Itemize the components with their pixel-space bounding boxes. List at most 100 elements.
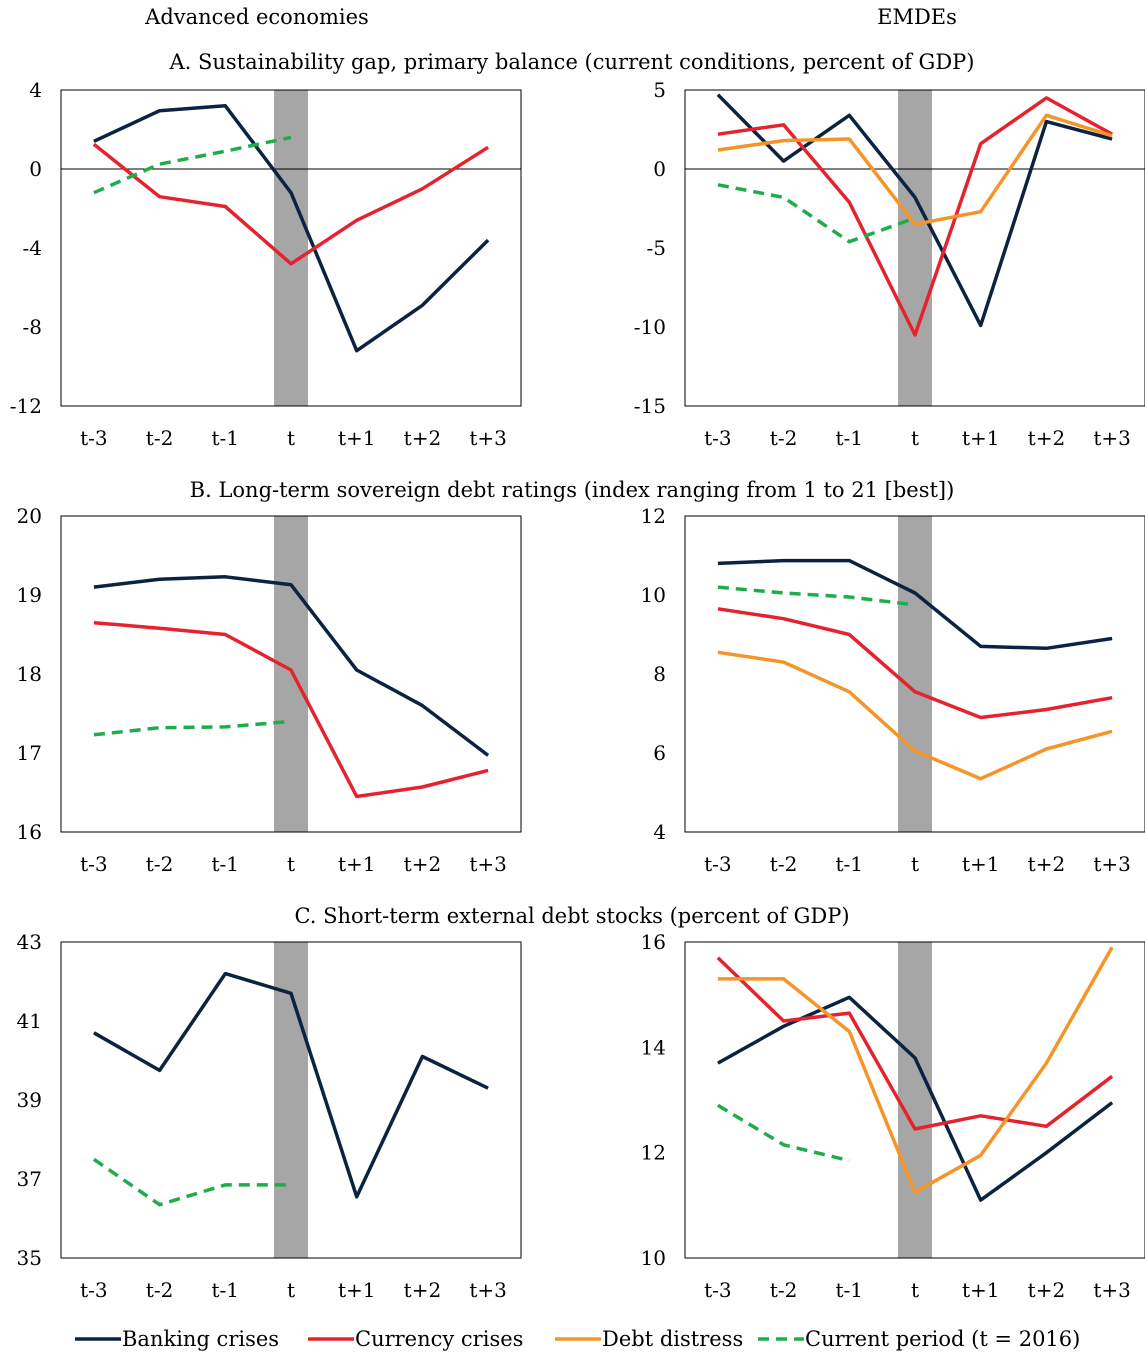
crisis-period-shading — [274, 516, 308, 832]
x-tick-label: t-3 — [80, 426, 108, 450]
x-tick-label: t+1 — [338, 426, 376, 450]
x-tick-label: t+1 — [962, 426, 1000, 450]
x-tick-label: t — [911, 426, 919, 450]
x-tick-label: t — [287, 852, 295, 876]
y-tick-label: 35 — [17, 1246, 42, 1270]
x-tick-label: t+2 — [404, 1278, 442, 1302]
y-tick-label: 16 — [641, 930, 666, 954]
y-tick-label: 0 — [653, 157, 666, 181]
x-tick-label: t-2 — [146, 426, 174, 450]
series-line-currency-crises — [92, 142, 490, 266]
x-tick-label: t+1 — [962, 852, 1000, 876]
x-tick-label: t+2 — [404, 426, 442, 450]
legend-item-current-period-t-2016: Current period (t = 2016) — [758, 1327, 1080, 1351]
y-tick-label: 8 — [653, 662, 666, 686]
legend-label: Banking crises — [122, 1327, 279, 1351]
legend-label: Debt distress — [602, 1327, 743, 1351]
y-tick-label: 43 — [17, 930, 42, 954]
x-tick-label: t+2 — [1028, 852, 1066, 876]
plot-frame — [60, 89, 522, 407]
series-line-current-period-t-2016 — [92, 1157, 291, 1207]
x-tick-label: t+3 — [469, 1278, 507, 1302]
y-tick-label: 18 — [17, 662, 42, 686]
panel-1-1: A. Sustainability gap, primary balance (… — [10, 50, 975, 450]
series-line-current-period-t-2016 — [716, 1103, 850, 1163]
y-tick-label: 12 — [641, 504, 666, 528]
y-tick-label: 6 — [653, 741, 666, 765]
series-line-banking-crises — [93, 104, 490, 353]
y-tick-label: 5 — [653, 78, 666, 102]
x-tick-label: t-1 — [212, 1278, 240, 1302]
y-tick-label: -15 — [634, 394, 666, 418]
x-tick-label: t+2 — [1028, 426, 1066, 450]
legend-item-debt-distress: Debt distress — [555, 1327, 743, 1351]
x-tick-label: t-1 — [836, 426, 864, 450]
x-tick-label: t+3 — [1093, 852, 1131, 876]
chart-panels: A. Sustainability gap, primary balance (… — [10, 50, 1145, 1302]
panel-2-2: 12 10 8 6 4 t-3 t-2 t-1 t t+1 t+2 t+3 — [641, 504, 1145, 876]
series-line-current-period-t-2016 — [717, 183, 916, 244]
legend-label: Currency crises — [355, 1327, 523, 1351]
series-line-currency-crises — [717, 96, 1113, 337]
x-tick-label: t+3 — [1093, 426, 1131, 450]
y-tick-label: 19 — [17, 583, 42, 607]
crisis-period-shading — [274, 90, 308, 406]
panel-title: C. Short-term external debt stocks (perc… — [294, 904, 849, 928]
legend-label: Current period (t = 2016) — [805, 1327, 1080, 1351]
x-tick-label: t-1 — [212, 426, 240, 450]
series-line-current-period-t-2016 — [717, 585, 916, 607]
y-tick-label: -5 — [647, 236, 666, 260]
series-line-banking-crises — [717, 558, 1113, 651]
y-tick-label: 14 — [641, 1035, 666, 1059]
plot-frame — [684, 941, 1145, 1259]
y-tick-label: 39 — [17, 1088, 42, 1112]
x-tick-label: t+1 — [338, 1278, 376, 1302]
x-tick-label: t-3 — [80, 1278, 108, 1302]
series-line-current-period-t-2016 — [93, 135, 292, 195]
x-tick-label: t-2 — [146, 852, 174, 876]
plot-frame — [684, 89, 1145, 407]
header-advanced-economies: Advanced economies — [144, 5, 369, 29]
x-tick-label: t — [911, 852, 919, 876]
y-tick-label: -10 — [634, 315, 666, 339]
x-tick-label: t-1 — [836, 852, 864, 876]
series-line-currency-crises — [716, 956, 1114, 1131]
x-tick-label: t+1 — [962, 1278, 1000, 1302]
x-tick-label: t-1 — [836, 1278, 864, 1302]
series-line-current-period-t-2016 — [93, 719, 292, 737]
x-tick-label: t-2 — [770, 1278, 798, 1302]
series-line-banking-crises — [93, 575, 490, 757]
x-tick-label: t — [911, 1278, 919, 1302]
x-tick-label: t-3 — [704, 1278, 732, 1302]
legend: Banking crises Currency crises Debt distre… — [75, 1327, 1080, 1351]
panel-1-2: 5 0 -5 -10 -15 t-3 t-2 t-1 t t+1 t+2 t+3 — [634, 78, 1145, 450]
panel-title: A. Sustainability gap, primary balance (… — [169, 50, 975, 74]
y-tick-label: 37 — [17, 1167, 42, 1191]
series-line-currency-crises — [717, 607, 1113, 720]
x-tick-label: t-2 — [770, 852, 798, 876]
plot-frame — [684, 515, 1145, 833]
y-tick-label: 4 — [29, 78, 42, 102]
y-tick-label: 4 — [653, 820, 666, 844]
plot-frame — [60, 515, 522, 833]
x-tick-label: t-3 — [704, 852, 732, 876]
y-tick-label: -12 — [10, 394, 42, 418]
y-tick-label: -4 — [23, 236, 42, 260]
x-tick-label: t+1 — [338, 852, 376, 876]
y-tick-label: 17 — [17, 741, 42, 765]
x-tick-label: t — [287, 1278, 295, 1302]
x-tick-label: t-2 — [770, 426, 798, 450]
series-line-debt-distress — [717, 650, 1113, 781]
x-tick-label: t-3 — [80, 852, 108, 876]
x-tick-label: t+3 — [469, 852, 507, 876]
x-tick-label: t+3 — [469, 426, 507, 450]
y-tick-label: 10 — [641, 1246, 666, 1270]
crisis-period-shading — [898, 942, 932, 1258]
x-tick-label: t+3 — [1093, 1278, 1131, 1302]
header-emdes: EMDEs — [877, 5, 957, 29]
legend-item-currency-crises: Currency crises — [308, 1327, 523, 1351]
y-tick-label: 10 — [641, 583, 666, 607]
y-tick-label: 0 — [29, 157, 42, 181]
plot-frame — [60, 941, 522, 1259]
x-tick-label: t-3 — [704, 426, 732, 450]
